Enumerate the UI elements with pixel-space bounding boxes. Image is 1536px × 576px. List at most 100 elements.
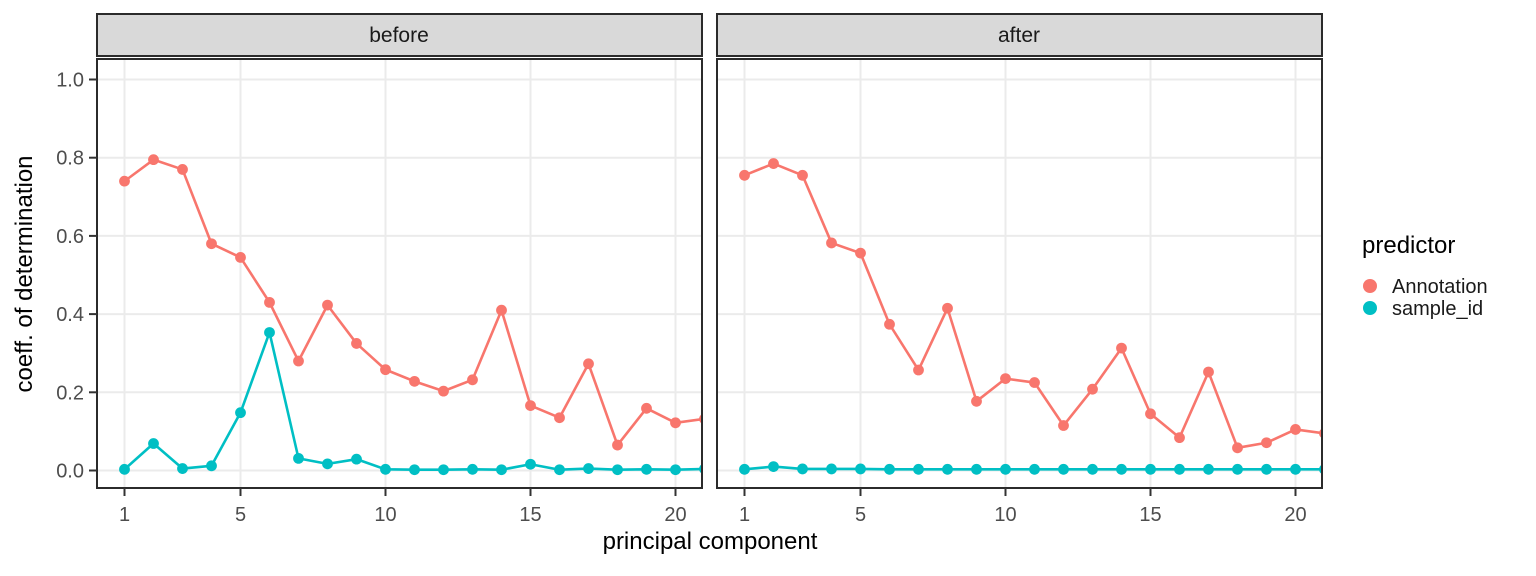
legend-label-annotation: Annotation (1392, 276, 1488, 298)
sample_id-point (467, 463, 478, 475)
series-group (119, 154, 701, 476)
y-tick-label: 0.2 (56, 382, 84, 404)
y-tick-label: 0.8 (56, 148, 84, 170)
sample_id-point (1000, 463, 1011, 475)
legend-label-sample-id: sample_id (1392, 298, 1483, 320)
sample_id-point (1319, 465, 1321, 474)
annotation-point (971, 395, 982, 407)
sample_id-point (699, 464, 701, 474)
annotation-point (797, 169, 808, 181)
annotation-point (177, 164, 188, 175)
y-tick-label: 0.6 (56, 226, 84, 248)
sample_id-point (1029, 463, 1040, 475)
sample_id-point (322, 458, 333, 470)
annotation-point (235, 252, 246, 263)
annotation-point (1261, 437, 1272, 449)
annotation-point (942, 302, 953, 314)
sample_id-point (1232, 463, 1243, 475)
sample_id-point (670, 464, 681, 476)
sample_id-point (525, 458, 536, 470)
annotation-point (119, 175, 130, 187)
annotation-point (351, 338, 362, 349)
sample_id-point (496, 464, 507, 476)
sample_id-point (177, 463, 188, 474)
sample_id-point (409, 464, 420, 476)
sample_id-point (554, 464, 565, 476)
legend-key-sample-id-icon (1363, 301, 1377, 315)
legend-title: predictor (1362, 232, 1455, 259)
sample_id-point (884, 463, 895, 475)
x-tick-label: 1 (119, 504, 130, 526)
series-group (739, 158, 1321, 475)
annotation-point (612, 439, 623, 451)
panel-background (97, 59, 702, 488)
sample_id-point (351, 453, 362, 465)
annotation-point (467, 374, 478, 386)
sample_id-point (1203, 463, 1214, 475)
x-tick-label: 15 (519, 504, 541, 526)
annotation-point (1087, 383, 1098, 395)
panel-border (96, 58, 703, 489)
y-tick-label: 0.0 (56, 461, 84, 483)
panel-border (716, 58, 1323, 489)
facet-strip-label-before: before (369, 24, 429, 47)
x-tick-label: 20 (664, 504, 686, 526)
annotation-point (1058, 420, 1069, 431)
annotation-point (641, 402, 652, 414)
x-tick-label: 10 (994, 504, 1016, 526)
y-tick-label: 1.0 (56, 70, 84, 92)
annotation-point (438, 385, 449, 397)
annotation-point (1029, 377, 1040, 388)
annotation-point (1116, 342, 1127, 354)
sample_id-point (1261, 463, 1272, 475)
annotation-point (1145, 408, 1156, 420)
sample_id-point (380, 463, 391, 475)
sample_id-point (1058, 463, 1069, 475)
x-tick-label: 5 (855, 504, 866, 526)
x-tick-label: 1 (739, 504, 750, 526)
x-axis-title: principal component (603, 528, 818, 555)
annotation-point (583, 358, 594, 370)
sample_id-point (768, 461, 779, 472)
annotation-point (855, 247, 866, 259)
legend: predictor Annotation sample_id (1362, 232, 1488, 320)
sample_id-point (293, 452, 304, 464)
annotation-point (826, 237, 837, 249)
annotation-point (206, 238, 217, 250)
sample_id-point (1145, 463, 1156, 475)
annotation-point (1232, 442, 1243, 454)
annotation-point (1203, 366, 1214, 378)
sample_id-point (913, 463, 924, 475)
sample_id-point (264, 327, 275, 338)
facet-strip (716, 13, 1323, 57)
sample_id-point (206, 460, 217, 472)
facet-strip (96, 13, 703, 57)
sample_id-point (119, 463, 130, 475)
annotation-point (293, 355, 304, 367)
sample_id-point (612, 464, 623, 476)
sample_id-point (235, 407, 246, 419)
sample_id-point (1290, 463, 1301, 475)
annotation-point (322, 299, 333, 311)
panel-background (717, 59, 1322, 488)
annotation-point (148, 154, 159, 166)
sample_id-point (583, 463, 594, 474)
x-tick-label: 5 (235, 504, 246, 526)
legend-key-annotation-icon (1363, 279, 1377, 293)
sample_id-point (1174, 463, 1185, 475)
y-axis-title: coeff. of determination (11, 155, 38, 392)
annotation-point (739, 169, 750, 181)
y-tick-label: 0.4 (56, 304, 84, 326)
annotation-point (264, 296, 275, 308)
sample_id-point (641, 463, 652, 475)
annotation-point (1174, 432, 1185, 444)
sample_id-point (942, 463, 953, 475)
annotation-point (913, 364, 924, 376)
annotation-point (380, 364, 391, 376)
annotation-point (525, 400, 536, 411)
annotation-point (409, 375, 420, 387)
sample_id-point (971, 463, 982, 475)
sample_id-point (1087, 463, 1098, 475)
facet-panel-before: 1 5 10 15 200.00.20.40.60.81.0 (56, 13, 703, 526)
